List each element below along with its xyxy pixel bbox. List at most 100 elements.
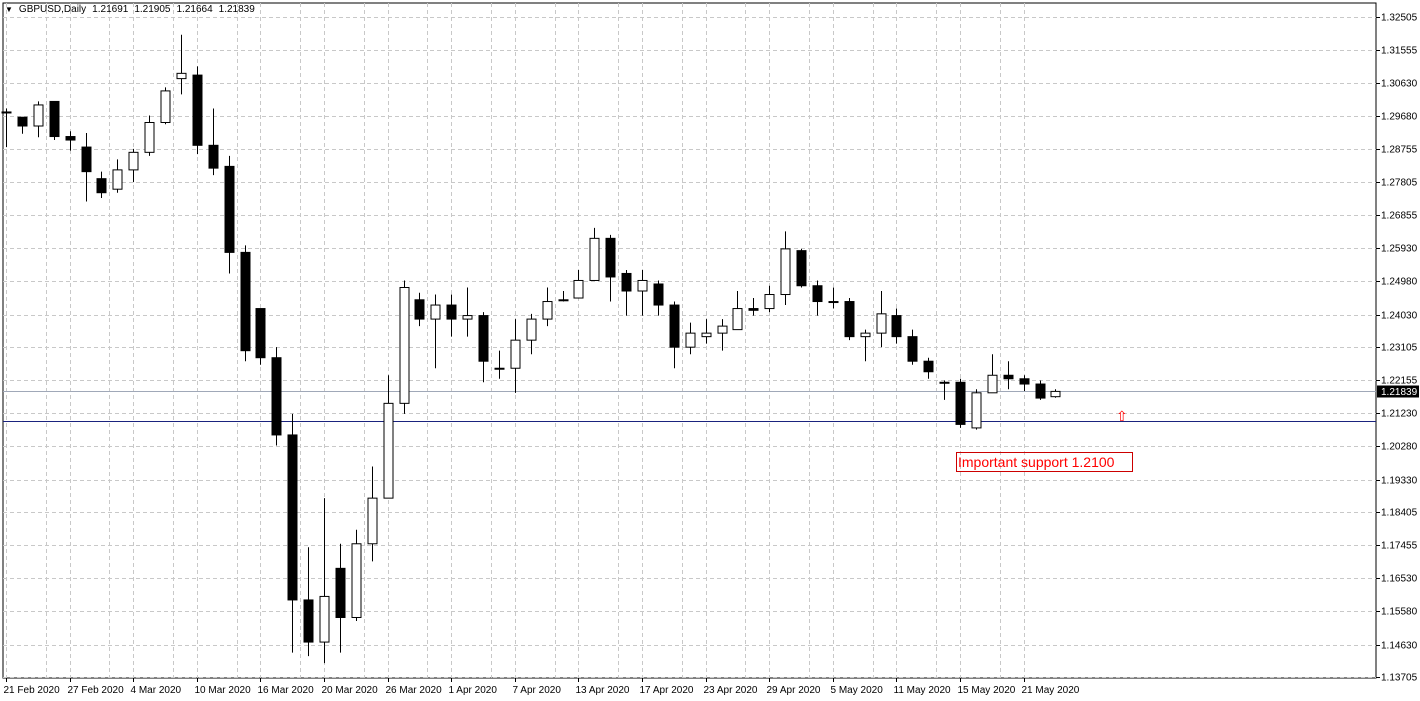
candle-body-bear: [81, 146, 92, 173]
candle-body-bull: [430, 304, 441, 320]
candle: [287, 413, 298, 653]
date-tick-label: 10 Mar 2020: [195, 685, 252, 696]
candle: [430, 294, 441, 369]
candle: [383, 375, 394, 499]
candle: [192, 66, 203, 155]
candle-body-bull: [573, 279, 584, 299]
candle: [605, 234, 616, 302]
candle: [208, 108, 219, 176]
candle-body-bear: [17, 116, 28, 127]
candle: [1003, 361, 1014, 390]
current-price-tag: [1377, 385, 1419, 398]
candle: [923, 357, 934, 379]
candle: [240, 245, 251, 362]
date-tick-label: 13 Apr 2020: [576, 685, 630, 696]
date-tick-label: 29 Apr 2020: [767, 685, 821, 696]
support-annotation[interactable]: Important support 1.2100: [956, 452, 1133, 472]
candle: [589, 227, 600, 281]
price-tick-label: 1.20280: [1381, 442, 1418, 453]
reference-lines: [3, 391, 1376, 422]
date-tick-label: 21 Feb 2020: [4, 685, 61, 696]
candle-body-bull: [383, 402, 394, 499]
date-tick-label: 23 Apr 2020: [704, 685, 758, 696]
candle: [128, 148, 139, 183]
candle-body-bear: [96, 178, 107, 194]
candle: [907, 329, 918, 365]
candle-body-bear: [907, 336, 918, 362]
candle-body-bull: [987, 374, 998, 394]
candle-body-bear: [955, 381, 966, 425]
candle-body-bear: [891, 315, 902, 338]
candle: [510, 319, 521, 393]
price-tick-label: 1.28755: [1381, 145, 1418, 156]
price-tick-label: 1.24030: [1381, 311, 1418, 322]
symbol-label: GBPUSD,Daily: [18, 4, 87, 15]
price-tick-label: 1.30630: [1381, 79, 1418, 90]
price-tick-label: 1.32505: [1381, 13, 1418, 24]
candle-body-bear: [192, 74, 203, 146]
candle-body-bull: [33, 104, 44, 127]
candle-body-bull: [160, 90, 171, 123]
candle-body-bull: [860, 332, 871, 338]
candle: [987, 354, 998, 394]
price-tick-label: 1.13705: [1381, 673, 1418, 684]
candle: [224, 155, 235, 274]
price-tick-label: 1.16530: [1381, 574, 1418, 585]
candle-body-bear: [1003, 374, 1014, 380]
open-value: 1.21691: [92, 4, 129, 15]
candle: [860, 329, 871, 362]
candle: [81, 133, 92, 202]
up-arrow-icon[interactable]: ⇧: [1116, 408, 1128, 424]
candle: [780, 231, 791, 306]
candle-body-bull: [144, 121, 155, 153]
candle-body-bull: [780, 248, 791, 296]
price-tick-label: 1.21230: [1381, 409, 1418, 420]
candle: [271, 347, 282, 446]
candle-body-bear: [49, 100, 60, 138]
candle-body-bear: [446, 304, 457, 320]
candle: [303, 547, 314, 657]
price-tick-label: 1.27805: [1381, 178, 1418, 189]
close-value: 1.21839: [218, 4, 255, 15]
candle: [621, 269, 632, 316]
candle-body-bull: [494, 367, 505, 370]
candle: [939, 380, 950, 400]
candle-body-bull: [1050, 390, 1061, 398]
candle: [573, 269, 584, 299]
candle: [478, 312, 489, 383]
candle-body-bull: [637, 279, 648, 292]
high-value: 1.21905: [134, 4, 171, 15]
candle: [446, 294, 457, 337]
candle: [971, 389, 982, 430]
price-tick-label: 1.29680: [1381, 112, 1418, 123]
candle: [176, 34, 187, 95]
date-tick-label: 1 Apr 2020: [449, 685, 498, 696]
candle-body-bull: [701, 332, 712, 338]
candle: [812, 280, 823, 316]
candle-body-bull: [558, 299, 569, 302]
triangle-down-icon[interactable]: ▼: [5, 5, 13, 14]
ohlc-header: ▼ GBPUSD,Daily 1.21691 1.21905 1.21664 1…: [5, 4, 255, 15]
date-tick-label: 17 Apr 2020: [640, 685, 694, 696]
candle: [717, 319, 728, 351]
date-tick-label: 27 Feb 2020: [68, 685, 125, 696]
candle: [891, 308, 902, 344]
candle-body-bear: [414, 299, 425, 320]
candle: [955, 378, 966, 428]
candle-body-bull: [828, 301, 839, 304]
candle-body-bear: [923, 360, 934, 373]
candle-body-bull: [717, 325, 728, 334]
candles: [1, 34, 1061, 664]
candle: [17, 116, 28, 134]
date-tick-label: 7 Apr 2020: [513, 685, 562, 696]
candle: [96, 171, 107, 198]
candle-body-bull: [939, 381, 950, 384]
candle: [748, 298, 759, 316]
candle-body-bear: [255, 308, 266, 359]
candle-body-bull: [367, 497, 378, 545]
candle: [494, 350, 505, 379]
candle: [255, 308, 266, 365]
candle-body-bull: [399, 286, 410, 404]
date-tick-label: 4 Mar 2020: [131, 685, 182, 696]
